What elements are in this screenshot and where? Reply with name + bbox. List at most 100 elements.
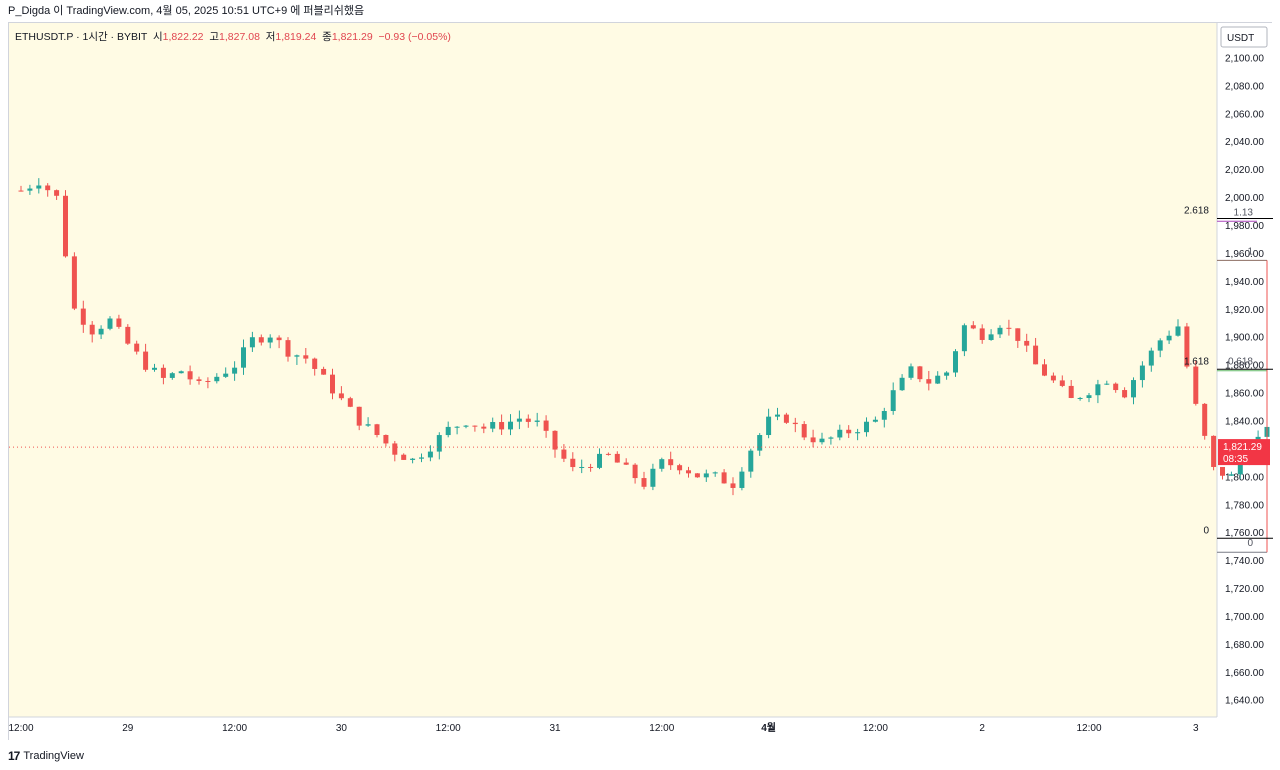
candle-body xyxy=(481,426,487,429)
candle-body xyxy=(1033,345,1039,365)
x-tick-label: 12:00 xyxy=(649,723,674,734)
candle-body xyxy=(1006,327,1012,329)
candle-body xyxy=(1202,403,1208,436)
symbol-info[interactable]: ETHUSDT.P · 1시간 · BYBIT xyxy=(15,31,148,43)
candle-body xyxy=(63,195,68,257)
y-tick-label: 2,040.00 xyxy=(1225,137,1264,148)
candle-body xyxy=(223,373,229,377)
publish-header: P_Digda 이 TradingView.com, 4월 05, 2025 1… xyxy=(0,0,1280,22)
y-tick-label: 1,720.00 xyxy=(1225,584,1264,595)
candle-body xyxy=(908,366,914,378)
y-tick-label: 2,080.00 xyxy=(1225,81,1264,92)
candle-body xyxy=(614,453,620,463)
candle-body xyxy=(98,328,104,335)
candle-body xyxy=(1139,365,1145,381)
candle-body xyxy=(27,188,33,191)
candle-body xyxy=(632,464,638,479)
candle-body xyxy=(659,459,665,469)
candle-body xyxy=(214,376,220,382)
open-label: 시 xyxy=(152,31,163,43)
candle-body xyxy=(543,420,549,431)
candle-body xyxy=(1104,383,1110,385)
candle-body xyxy=(1157,340,1163,351)
extension-level-label: 0 xyxy=(1203,525,1209,536)
candle-body xyxy=(792,422,798,425)
candle-body xyxy=(890,390,896,412)
candle-body xyxy=(1113,383,1119,391)
candle-body xyxy=(1015,328,1021,341)
candle-body xyxy=(721,472,727,484)
x-tick-label: 2 xyxy=(979,723,985,734)
candle-body xyxy=(160,367,166,378)
candle-body xyxy=(169,373,175,378)
y-tick-label: 1,700.00 xyxy=(1225,612,1264,623)
candle-body xyxy=(1068,385,1074,398)
tradingview-logo-icon: 17 xyxy=(8,749,20,763)
candle-body xyxy=(1077,397,1083,399)
candle-body xyxy=(116,318,122,327)
candle-body xyxy=(1131,380,1136,398)
candle-body xyxy=(534,420,540,422)
candle-body xyxy=(605,453,611,455)
x-tick-label: 12:00 xyxy=(863,723,888,734)
candle-body xyxy=(294,355,300,357)
candle-body xyxy=(1050,375,1056,381)
candle-body xyxy=(152,367,157,370)
candle-body xyxy=(1184,326,1190,367)
candle-body xyxy=(935,375,941,384)
candle-body xyxy=(1122,390,1128,398)
candle-body xyxy=(89,324,95,335)
price-chart[interactable]: USDT 2,100.00 2,080.00 2,060.00 2,040.00 2,02… xyxy=(9,23,1273,741)
candle-body xyxy=(579,466,585,468)
candle-body xyxy=(18,190,24,192)
y-tick-label: 1,940.00 xyxy=(1225,277,1264,288)
candle-body xyxy=(196,379,202,381)
x-tick-label: 3 xyxy=(1193,723,1199,734)
candle-body xyxy=(445,426,451,436)
candle-body xyxy=(321,368,327,375)
candle-body xyxy=(944,372,950,376)
candle-body xyxy=(472,425,478,427)
candle-body xyxy=(463,425,469,427)
candle-body xyxy=(356,406,362,426)
footer-brand[interactable]: 17 TradingView xyxy=(8,746,84,766)
y-tick-label: 1,980.00 xyxy=(1225,221,1264,232)
low-value: 1,819.24 xyxy=(275,31,317,43)
candle-body xyxy=(383,434,389,444)
candle-body xyxy=(953,351,958,373)
candle-body xyxy=(267,337,273,343)
candle-body xyxy=(1148,350,1154,366)
y-tick-label: 1,780.00 xyxy=(1225,500,1264,511)
y-tick-label: 1,680.00 xyxy=(1225,640,1264,651)
candle-body xyxy=(712,472,718,474)
fib-level-label: 0.618 xyxy=(1228,357,1253,368)
candle-body xyxy=(258,337,264,343)
extension-level-label: 2.618 xyxy=(1184,205,1209,216)
x-tick-label: 4월 xyxy=(761,722,776,734)
candle-body xyxy=(330,374,335,394)
chart-area[interactable]: USDT 2,100.00 2,080.00 2,060.00 2,040.00 2,02… xyxy=(8,22,1273,741)
candle-body xyxy=(703,473,709,478)
candle-body xyxy=(552,430,558,450)
candle-body xyxy=(979,328,985,340)
candle-body xyxy=(143,351,149,370)
candle-body xyxy=(1175,326,1181,336)
candle-body xyxy=(694,473,700,478)
currency-box xyxy=(1220,26,1268,48)
y-tick-label: 1,800.00 xyxy=(1225,472,1264,483)
x-tick-label: 12:00 xyxy=(1076,723,1101,734)
candle-body xyxy=(686,470,691,474)
candle-body xyxy=(739,471,745,488)
extension-level-label: 1.618 xyxy=(1184,356,1209,367)
candle-body xyxy=(757,435,763,451)
candle-body xyxy=(303,355,309,359)
change-value: −0.93 (−0.05%) xyxy=(378,31,451,43)
candle-body xyxy=(846,429,852,434)
candle-body xyxy=(499,422,505,430)
candle-body xyxy=(347,398,353,407)
candle-body xyxy=(668,459,674,466)
candle-body xyxy=(1086,395,1092,398)
candle-body xyxy=(508,421,513,430)
candle-body xyxy=(961,325,967,352)
high-label: 고 xyxy=(209,31,220,43)
